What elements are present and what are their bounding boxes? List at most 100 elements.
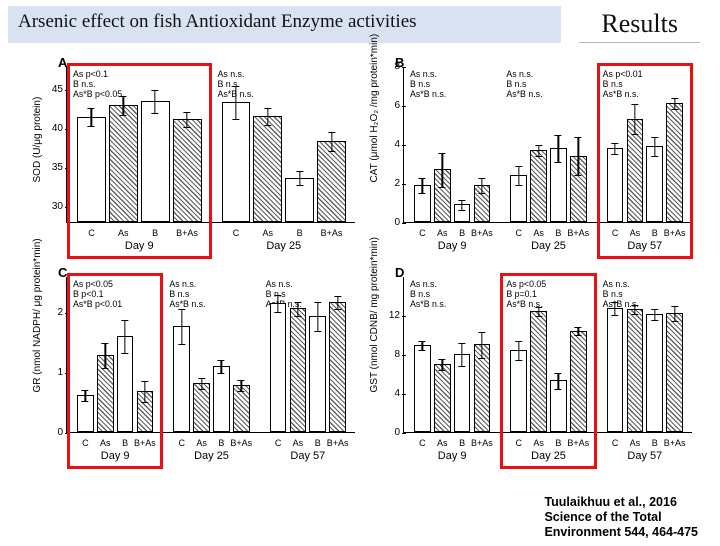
bar — [270, 303, 287, 432]
y-axis-label: SOD (U/μg protein) — [32, 97, 43, 183]
citation: Tuulaikhuu et al., 2016 Science of the T… — [544, 495, 698, 540]
x-category-label: B+As — [175, 228, 199, 238]
error-bar — [267, 108, 268, 127]
error-bar — [461, 343, 462, 366]
bar — [290, 308, 307, 432]
error-bar — [614, 302, 615, 316]
x-category-label: B+As — [470, 228, 494, 238]
plot-area: 30354045As p<0.1B n.s.As*B p<0.05CAsBB+A… — [66, 67, 355, 223]
significance-text: As n.s.B n.sAs*B n.s. — [506, 69, 542, 99]
x-category-label: B+As — [133, 438, 157, 448]
x-category-label: C — [224, 228, 248, 238]
plot-area: 012As p<0.05B p<0.1As*B p<0.01CAsBB+AsDa… — [66, 277, 355, 433]
error-bar — [277, 295, 278, 313]
x-category-label: B+As — [566, 438, 590, 448]
x-category-label: B — [288, 228, 312, 238]
results-label: Results — [579, 6, 700, 43]
panel-B: B02468As n.s.B n.sAs*B n.s.CAsBB+AsDay 9… — [359, 53, 696, 263]
bar — [109, 105, 138, 222]
bar — [77, 117, 106, 222]
bar — [253, 116, 282, 222]
error-bar — [461, 200, 462, 212]
significance-text: As n.s.B n.sAs*B n.s. — [410, 279, 446, 309]
day-label: Day 25 — [531, 240, 566, 252]
error-bar — [674, 98, 675, 110]
bar — [329, 302, 346, 432]
error-bar — [422, 178, 423, 194]
error-bar — [538, 307, 539, 317]
x-category-label: B+As — [663, 438, 687, 448]
bar — [530, 150, 547, 222]
error-bar — [297, 302, 298, 316]
error-bar — [91, 108, 92, 127]
citation-line: Environment 544, 464-475 — [544, 525, 698, 540]
error-bar — [186, 112, 187, 128]
y-axis-label: GR (nmol NADPH/ μg protein*min) — [32, 238, 43, 392]
y-tick: 45 — [39, 84, 63, 95]
panel-A: A30354045As p<0.1B n.s.As*B p<0.05CAsBB+… — [22, 53, 359, 263]
plot-area: 02468As n.s.B n.sAs*B n.s.CAsBB+AsDay 9A… — [403, 67, 692, 223]
citation-line: Tuulaikhuu et al., 2016 — [544, 495, 698, 510]
bar — [607, 148, 624, 222]
bar — [141, 101, 170, 222]
slide-title: Arsenic effect on fish Antioxidant Enzym… — [8, 6, 561, 43]
bar — [434, 364, 451, 432]
significance-text: As p<0.05B p=0.1As*B n.s. — [506, 279, 546, 309]
bar — [570, 331, 587, 432]
y-tick: 0 — [376, 427, 400, 438]
error-bar — [123, 96, 124, 116]
day-label: Day 9 — [438, 240, 467, 252]
x-category-label: B — [143, 228, 167, 238]
day-label: Day 57 — [627, 240, 662, 252]
significance-text: As p<0.05B p<0.1As*B p<0.01 — [73, 279, 122, 309]
day-label: Day 9 — [125, 240, 154, 252]
figure-grid: A30354045As p<0.1B n.s.As*B p<0.05CAsBB+… — [22, 53, 696, 473]
error-bar — [578, 137, 579, 176]
slide-header: Arsenic effect on fish Antioxidant Enzym… — [8, 6, 700, 43]
error-bar — [155, 90, 156, 113]
error-bar — [442, 153, 443, 188]
error-bar — [235, 86, 236, 120]
day-label: Day 9 — [438, 450, 467, 462]
bar — [666, 313, 683, 432]
bar — [646, 146, 663, 222]
bar — [213, 366, 230, 432]
x-category-label: B+As — [320, 228, 344, 238]
error-bar — [317, 302, 318, 332]
error-bar — [85, 390, 86, 402]
x-category-label: As — [256, 228, 280, 238]
error-bar — [181, 309, 182, 345]
panel-D: D04812As n.s.B n.sAs*B n.s.CAsBB+AsDay 9… — [359, 263, 696, 473]
bar — [607, 308, 624, 432]
error-bar — [481, 332, 482, 359]
error-bar — [481, 178, 482, 194]
error-bar — [634, 104, 635, 135]
x-category-label: As — [111, 228, 135, 238]
plot-area: 04812As n.s.B n.sAs*B n.s.CAsBB+AsDay 9A… — [403, 277, 692, 433]
error-bar — [201, 378, 202, 390]
error-bar — [124, 320, 125, 354]
y-tick: 0 — [376, 217, 400, 228]
error-bar — [105, 343, 106, 369]
x-category-label: B+As — [663, 228, 687, 238]
bar — [317, 141, 346, 222]
bar — [173, 119, 202, 222]
error-bar — [221, 360, 222, 374]
bar — [414, 345, 431, 432]
y-tick: 30 — [39, 201, 63, 212]
error-bar — [299, 171, 300, 187]
error-bar — [578, 327, 579, 337]
day-label: Day 25 — [194, 450, 229, 462]
error-bar — [331, 132, 332, 152]
significance-text: As n.s.B n.sAs*B n.s. — [410, 69, 446, 99]
error-bar — [674, 306, 675, 322]
y-tick: 0 — [39, 427, 63, 438]
significance-text: As p<0.1B n.s.As*B p<0.05 — [73, 69, 122, 99]
error-bar — [558, 135, 559, 162]
x-category-label: B+As — [229, 438, 253, 448]
bar — [627, 309, 644, 432]
y-axis-label: GST (nmol CDNB/ mg protein*min) — [369, 237, 380, 392]
x-category-label: C — [79, 228, 103, 238]
error-bar — [558, 373, 559, 391]
bar — [530, 311, 547, 432]
